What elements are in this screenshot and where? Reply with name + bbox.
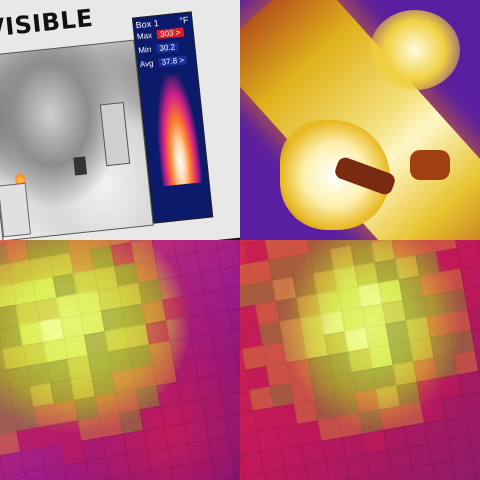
pixel-grid-overlay <box>240 240 480 480</box>
readout-value: 37.8 > <box>158 55 188 68</box>
thermal-pixel <box>437 374 462 399</box>
thermal-pixel <box>362 429 387 454</box>
pixel-grid-overlay <box>0 240 240 480</box>
warm-region-2 <box>410 150 450 180</box>
readout-row-avg: Avg 37.8 > <box>139 55 188 70</box>
unit-label: °F <box>178 14 189 26</box>
readout-key: Avg <box>139 58 154 70</box>
visible-camera-view <box>0 39 154 240</box>
building-shape <box>99 102 131 167</box>
tile-pixelated-thermal-right <box>240 240 480 480</box>
readout-key: Min <box>137 44 152 56</box>
readout-value: 303 > <box>156 27 184 40</box>
tile-visible-monitor: VISIBLE Box 1 °F Max 303 > Min 30.2 <box>0 0 240 240</box>
thermal-pixel <box>463 285 480 310</box>
visible-label: VISIBLE <box>0 3 95 43</box>
thermal-pixel <box>152 361 177 386</box>
hot-region-upper <box>370 10 460 90</box>
vehicle-shape <box>73 156 88 176</box>
readout-key: Max <box>136 30 153 42</box>
monitor-screen: VISIBLE Box 1 °F Max 303 > Min 30.2 <box>0 0 240 240</box>
thermal-pixel <box>135 385 160 410</box>
readout-value: 30.2 <box>155 42 179 54</box>
thermal-hotspot <box>151 72 203 187</box>
thermal-pixel <box>60 440 86 465</box>
thermal-pixel <box>162 296 187 321</box>
house-shape <box>0 182 32 238</box>
thermal-pixel <box>118 409 143 434</box>
readout-row-min: Min 30.2 <box>137 42 179 56</box>
thermal-pixel <box>420 398 445 423</box>
thermal-pixel <box>453 350 479 375</box>
box-label: Box 1 <box>135 17 160 31</box>
tile-thermal-closeup <box>240 0 480 240</box>
tile-pixelated-thermal-left <box>0 240 240 480</box>
